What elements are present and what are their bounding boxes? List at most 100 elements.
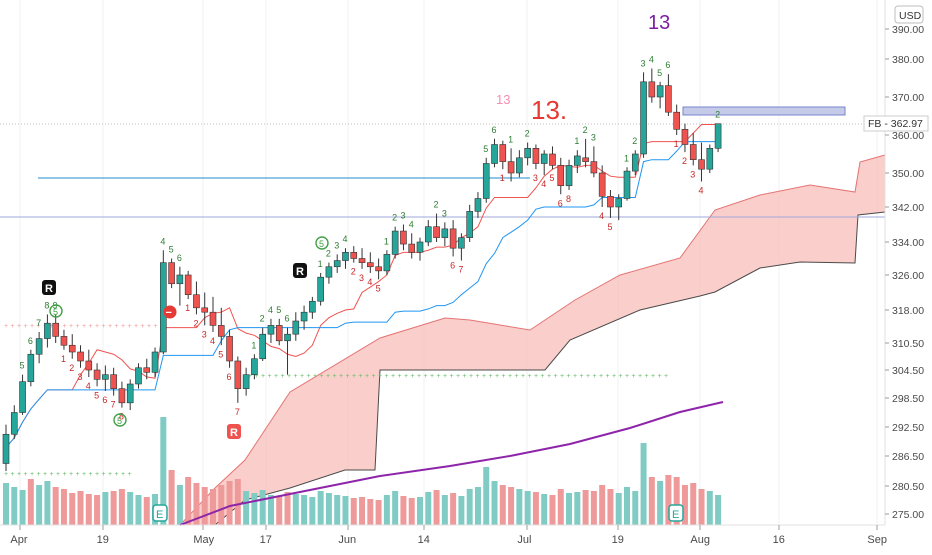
- candle[interactable]: [565, 159, 573, 190]
- candle[interactable]: [118, 381, 126, 408]
- candle[interactable]: [383, 250, 391, 275]
- candle[interactable]: [416, 237, 424, 261]
- candle[interactable]: [549, 146, 556, 170]
- candle[interactable]: [689, 133, 697, 166]
- candle[interactable]: [226, 329, 233, 368]
- volume-bar: [632, 491, 639, 525]
- candle[interactable]: [85, 349, 93, 377]
- svg-text:+: +: [365, 373, 369, 380]
- candle[interactable]: [110, 367, 117, 396]
- candle[interactable]: [631, 150, 639, 176]
- candle[interactable]: [350, 246, 358, 263]
- candle[interactable]: [466, 204, 473, 242]
- candle[interactable]: [93, 363, 101, 387]
- candle[interactable]: [292, 312, 300, 341]
- candle[interactable]: [251, 354, 258, 380]
- candle[interactable]: [60, 329, 68, 350]
- candle[interactable]: [77, 345, 84, 368]
- candle[interactable]: [615, 194, 623, 221]
- candle[interactable]: [474, 192, 482, 218]
- candles[interactable]: [2, 68, 722, 472]
- candle[interactable]: [284, 327, 291, 375]
- candle[interactable]: [706, 144, 714, 174]
- candle[interactable]: [259, 327, 266, 361]
- candle[interactable]: [516, 150, 523, 178]
- candle[interactable]: [27, 349, 35, 387]
- candle[interactable]: [582, 138, 589, 168]
- candle[interactable]: [19, 374, 26, 415]
- candle[interactable]: [367, 252, 374, 273]
- candle[interactable]: [193, 281, 200, 315]
- candle[interactable]: [656, 81, 664, 109]
- candle[interactable]: [342, 248, 349, 269]
- candle[interactable]: [648, 68, 656, 103]
- candle[interactable]: [623, 167, 631, 201]
- candle[interactable]: [698, 142, 705, 182]
- candle[interactable]: [102, 365, 109, 392]
- candle[interactable]: [242, 367, 250, 396]
- setup-count-up: 1: [251, 340, 256, 350]
- candle[interactable]: [482, 157, 490, 203]
- candle[interactable]: [681, 123, 689, 153]
- candle[interactable]: [52, 314, 59, 343]
- candle[interactable]: [598, 165, 606, 207]
- candle[interactable]: [44, 314, 51, 348]
- candle[interactable]: [267, 318, 275, 343]
- candle[interactable]: [234, 356, 242, 403]
- candle[interactable]: [126, 379, 134, 411]
- candle[interactable]: [151, 347, 159, 378]
- candle[interactable]: [441, 222, 449, 247]
- candle[interactable]: [10, 405, 18, 440]
- currency-badge[interactable]: USD: [894, 5, 924, 24]
- candle[interactable]: [325, 262, 333, 284]
- candle[interactable]: [449, 220, 457, 257]
- svg-text:+: +: [63, 323, 67, 330]
- candle[interactable]: [176, 266, 184, 306]
- candle[interactable]: [160, 250, 167, 355]
- candle[interactable]: [491, 138, 498, 168]
- candle[interactable]: [135, 363, 142, 389]
- candle[interactable]: [424, 220, 432, 247]
- candle[interactable]: [68, 334, 76, 359]
- candle[interactable]: [309, 296, 316, 319]
- setup-count-up: 4: [268, 305, 273, 315]
- candle[interactable]: [358, 248, 366, 269]
- candle[interactable]: [433, 213, 440, 242]
- candle[interactable]: [275, 318, 283, 346]
- candle[interactable]: [574, 150, 581, 173]
- candle[interactable]: [209, 296, 217, 332]
- candle[interactable]: [590, 146, 598, 178]
- candle[interactable]: [458, 233, 465, 261]
- price-tick-label: 286.50: [892, 451, 924, 463]
- candle[interactable]: [557, 157, 565, 195]
- setup-count-down: 8: [119, 412, 124, 422]
- candle[interactable]: [317, 272, 324, 306]
- candle[interactable]: [143, 358, 151, 380]
- candle[interactable]: [2, 424, 10, 471]
- candle[interactable]: [333, 254, 341, 273]
- candle[interactable]: [300, 305, 308, 330]
- candle[interactable]: [408, 233, 416, 259]
- candle[interactable]: [524, 142, 531, 166]
- candle[interactable]: [665, 74, 672, 116]
- candle[interactable]: [499, 140, 507, 170]
- candle[interactable]: [673, 104, 680, 135]
- candle[interactable]: [507, 148, 515, 182]
- candle[interactable]: [375, 258, 382, 280]
- candle[interactable]: [168, 258, 175, 289]
- candle[interactable]: [607, 190, 614, 218]
- candle[interactable]: [201, 292, 209, 326]
- candle[interactable]: [35, 332, 43, 364]
- svg-text:+: +: [378, 373, 382, 380]
- candle[interactable]: [532, 144, 540, 170]
- candle[interactable]: [714, 123, 722, 153]
- candle[interactable]: [400, 224, 407, 251]
- candle[interactable]: [391, 226, 399, 259]
- svg-text:+: +: [89, 471, 93, 478]
- candle[interactable]: [184, 270, 192, 300]
- candle[interactable]: [217, 307, 225, 346]
- candle[interactable]: [640, 72, 647, 158]
- candle[interactable]: [540, 150, 548, 176]
